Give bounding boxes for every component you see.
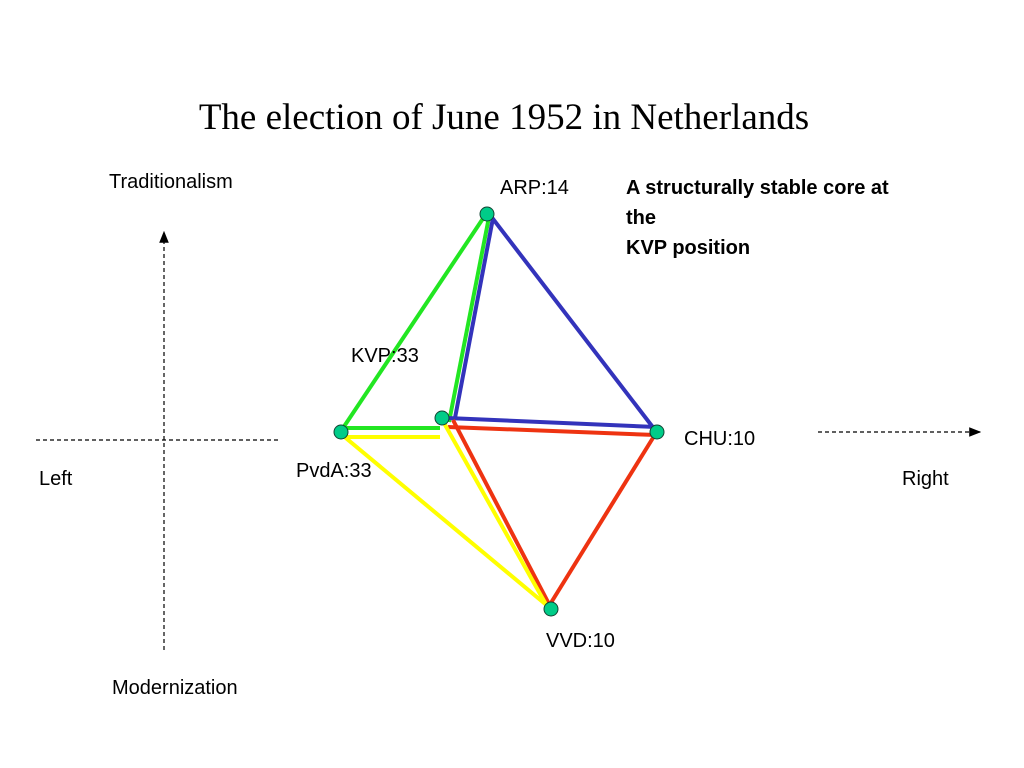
edge-kvp-vvd-red [451,419,551,605]
edge-chu-vvd [547,431,658,608]
axis-label-left: Left [39,468,73,490]
node-kvp [434,410,450,426]
edge-kvp-chu-red [447,425,657,437]
node-pvda [333,424,349,440]
label-pvda: PvdA:33 [296,460,372,482]
edge-kvp-vvd-yellow [442,422,550,609]
note-line: the [626,207,656,229]
axis-label-top: Traditionalism [109,171,233,193]
label-kvp: KVP:33 [351,345,419,367]
edge-arp-kvp-blue [453,217,495,419]
label-arp: ARP:14 [500,177,569,199]
label-chu: CHU:10 [684,428,755,450]
axis-label-bottom: Modernization [112,677,238,699]
annotation-note: A structurally stable core at the KVP po… [626,173,976,263]
edge-arp-kvp-green [447,216,491,423]
edge-pvda-vvd [339,432,552,610]
label-vvd: VVD:10 [546,630,615,652]
node-arp [479,206,495,222]
edge-kvp-chu-blue [446,416,657,429]
note-line: KVP position [626,237,751,259]
page-title: The election of June 1952 in Netherlands [198,97,810,138]
axis-label-right: Right [902,468,949,490]
note-line: A structurally stable core at [626,177,889,199]
edge-arp-pvda [339,212,488,433]
node-vvd [543,601,559,617]
node-chu [649,424,665,440]
edge-arp-chu [488,213,657,432]
